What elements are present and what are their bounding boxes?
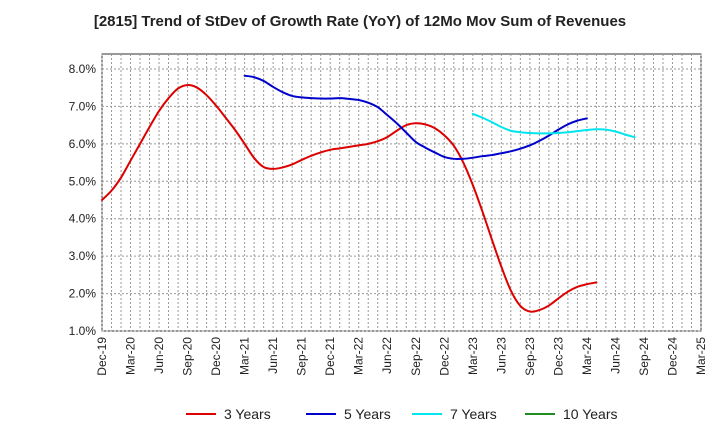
y-tick-label: 2.0% bbox=[69, 287, 97, 301]
x-tick-label: Jun-23 bbox=[494, 337, 508, 374]
x-tick-label: Jun-20 bbox=[152, 337, 166, 374]
x-tick-label: Dec-23 bbox=[551, 337, 565, 376]
x-tick-label: Sep-20 bbox=[181, 337, 195, 376]
x-tick-label: Jun-21 bbox=[266, 337, 280, 374]
y-tick-label: 8.0% bbox=[69, 62, 97, 76]
x-tick-label: Mar-25 bbox=[694, 337, 708, 375]
x-tick-label: Dec-24 bbox=[665, 337, 679, 376]
y-tick-label: 3.0% bbox=[69, 249, 97, 263]
x-axis-ticks: Dec-19 Mar-20 Jun-20 Sep-20 Dec-20 Mar-21 Jun-… bbox=[95, 337, 708, 376]
x-tick-label: Dec-20 bbox=[209, 337, 223, 376]
y-tick-label: 7.0% bbox=[69, 99, 97, 113]
y-tick-label: 1.0% bbox=[69, 324, 97, 338]
y-tick-label: 6.0% bbox=[69, 137, 97, 151]
x-tick-label: Dec-22 bbox=[437, 337, 451, 376]
series-line-3-years bbox=[101, 84, 598, 313]
plot-area bbox=[101, 53, 702, 332]
x-tick-label: Mar-20 bbox=[124, 337, 138, 375]
x-tick-label: Mar-22 bbox=[352, 337, 366, 375]
legend-label: 5 Years bbox=[344, 406, 391, 422]
legend-label: 3 Years bbox=[224, 406, 271, 422]
x-tick-label: Sep-23 bbox=[523, 337, 537, 376]
y-axis-ticks: 1.0% 2.0% 3.0% 4.0% 5.0% 6.0% 7.0% 8.0% bbox=[69, 62, 97, 338]
x-tick-label: Mar-21 bbox=[238, 337, 252, 375]
x-tick-label: Mar-24 bbox=[580, 337, 594, 375]
legend-label: 7 Years bbox=[450, 406, 497, 422]
series-line-7-years bbox=[471, 112, 636, 139]
series-line-5-years bbox=[243, 74, 588, 160]
x-tick-label: Jun-22 bbox=[380, 337, 394, 374]
x-tick-label: Dec-21 bbox=[323, 337, 337, 376]
y-tick-label: 5.0% bbox=[69, 174, 97, 188]
x-tick-label: Jun-24 bbox=[608, 337, 622, 374]
legend-label: 10 Years bbox=[563, 406, 618, 422]
x-tick-label: Sep-21 bbox=[295, 337, 309, 376]
x-tick-label: Dec-19 bbox=[95, 337, 109, 376]
series-lines bbox=[101, 74, 636, 313]
chart-title: [2815] Trend of StDev of Growth Rate (Yo… bbox=[93, 13, 627, 30]
x-tick-label: Mar-23 bbox=[466, 337, 480, 375]
y-tick-label: 4.0% bbox=[69, 212, 97, 226]
x-tick-label: Sep-24 bbox=[637, 337, 651, 376]
x-tick-label: Sep-22 bbox=[409, 337, 423, 376]
legend: 3 Years 5 Years 7 Years 10 Years bbox=[186, 406, 618, 422]
